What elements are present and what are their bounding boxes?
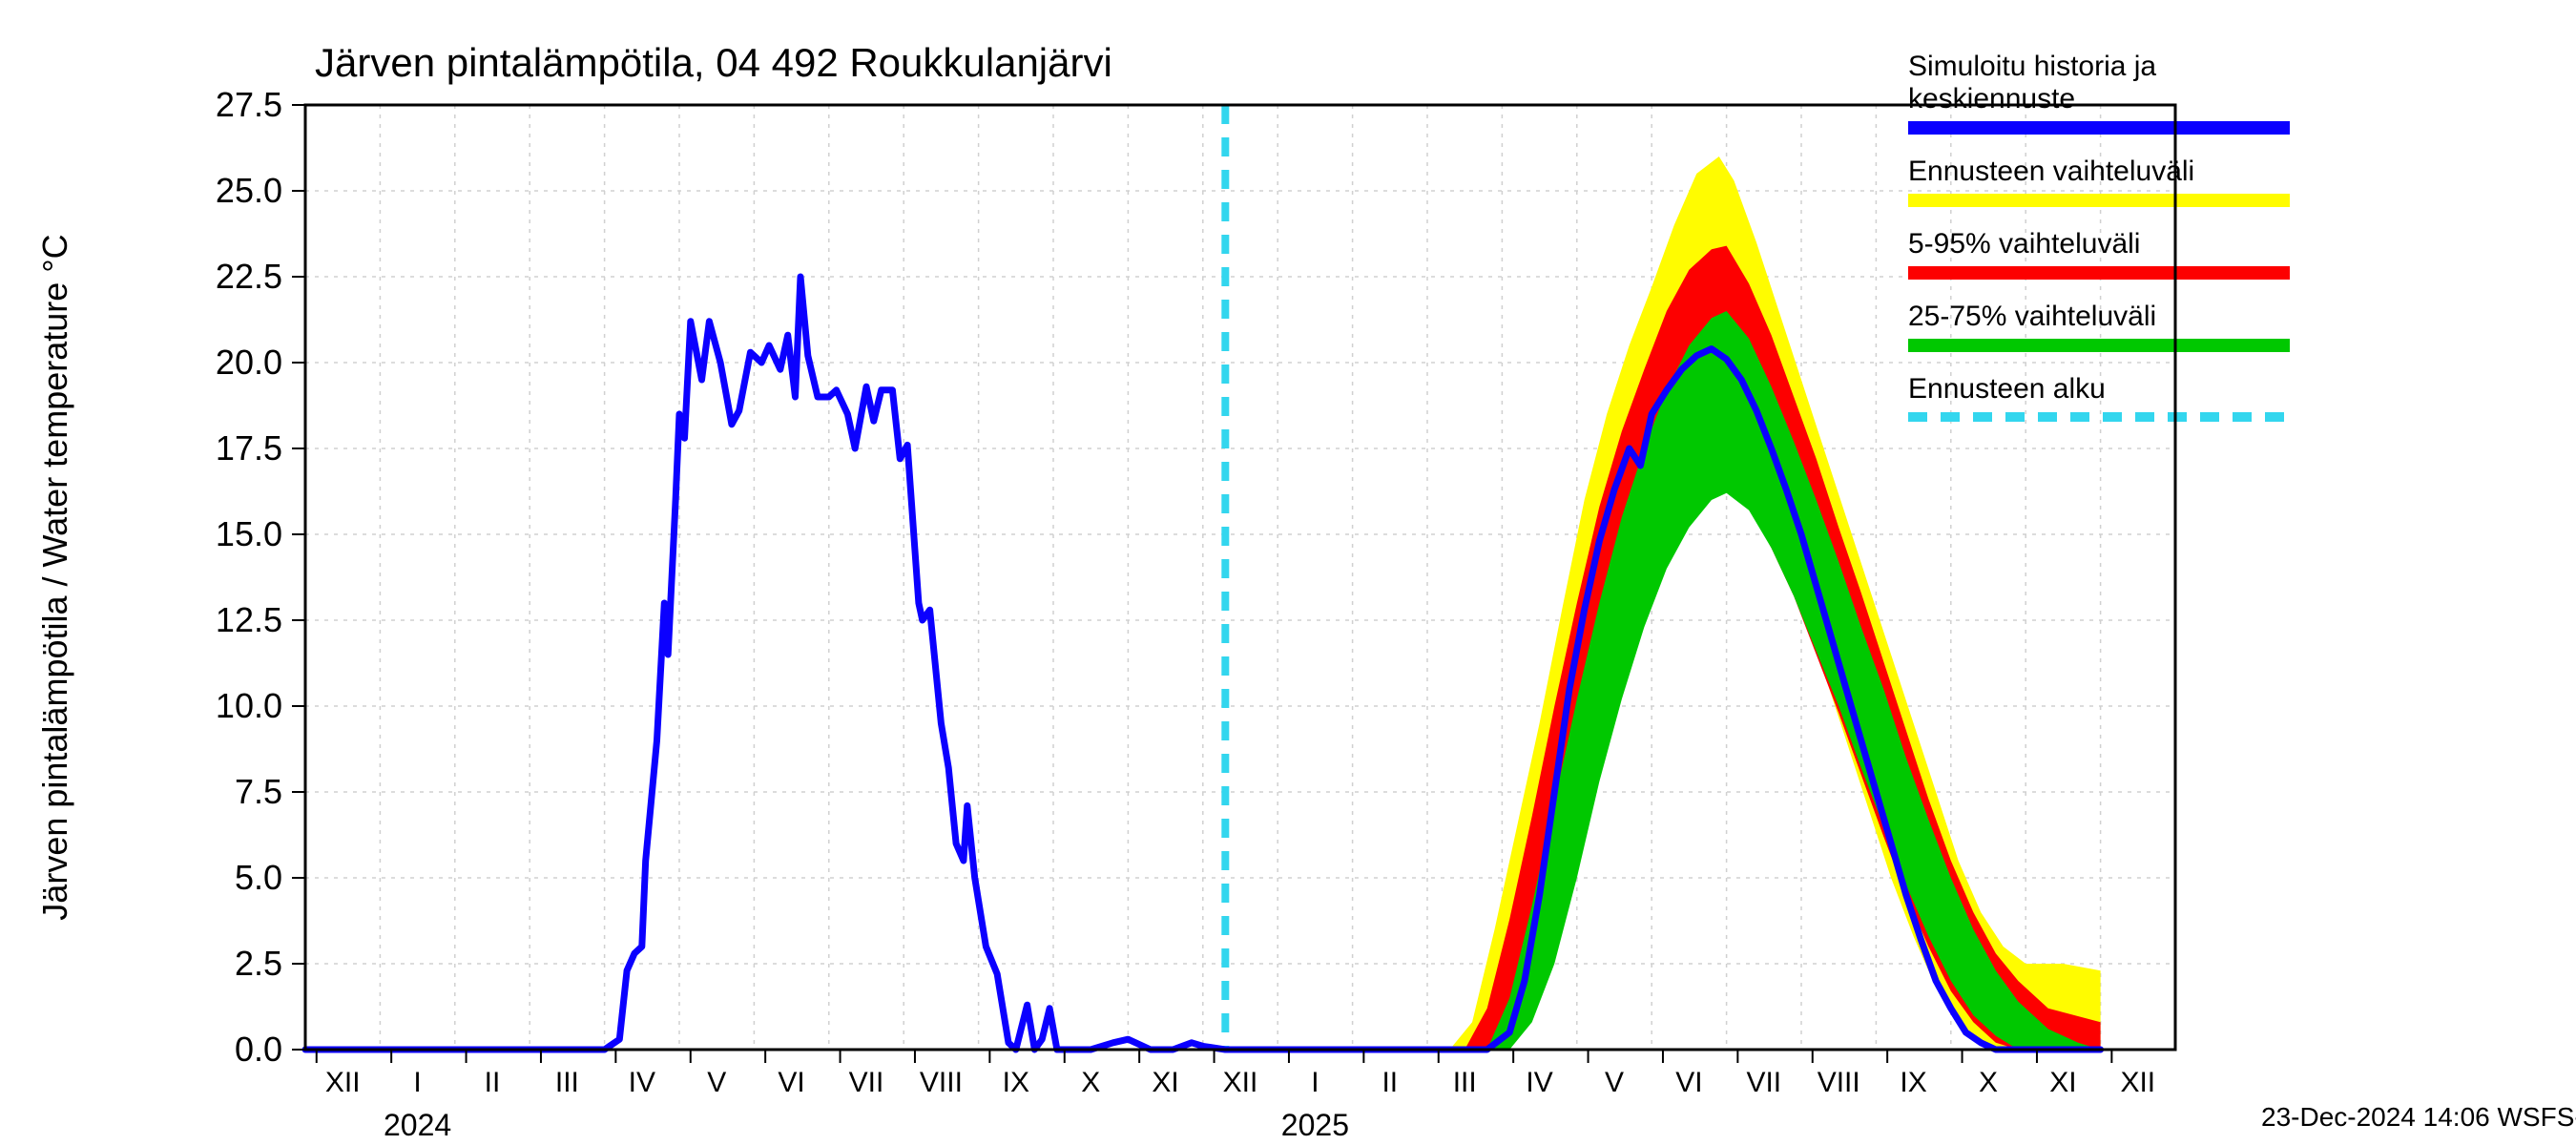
x-tick-label: V — [707, 1067, 726, 1098]
y-tick-label: 5.0 — [235, 858, 282, 897]
x-tick-label: III — [1453, 1067, 1477, 1098]
x-tick-label: IX — [1003, 1067, 1029, 1098]
y-tick-label: 20.0 — [216, 343, 282, 382]
y-tick-label: 7.5 — [235, 772, 282, 811]
x-tick-label: III — [555, 1067, 579, 1098]
x-tick-label: II — [1381, 1067, 1398, 1098]
legend-swatch — [1908, 121, 2290, 135]
x-tick-label: IV — [1526, 1067, 1552, 1098]
x-tick-label: VII — [1746, 1067, 1781, 1098]
y-tick-label: 25.0 — [216, 171, 282, 210]
x-tick-label: VIII — [1818, 1067, 1860, 1098]
x-tick-label: XII — [325, 1067, 361, 1098]
x-tick-label: XI — [2049, 1067, 2076, 1098]
y-tick-label: 2.5 — [235, 944, 282, 983]
x-tick-label: XII — [1223, 1067, 1258, 1098]
x-tick-label: X — [1979, 1067, 1998, 1098]
y-tick-label: 17.5 — [216, 428, 282, 468]
y-tick-label: 12.5 — [216, 600, 282, 639]
legend-label: keskiennuste — [1908, 83, 2075, 114]
x-tick-label: I — [413, 1067, 421, 1098]
chart-title: Järven pintalämpötila, 04 492 Roukkulanj… — [315, 40, 1112, 85]
water-temperature-chart: XIIIIIIIIIVVVIVIIVIIIIXXXIXIIIIIIIIIVVVI… — [0, 0, 2576, 1145]
x-tick-label: I — [1311, 1067, 1319, 1098]
x-year-label: 2025 — [1281, 1108, 1349, 1142]
legend-label: 5-95% vaihteluväli — [1908, 228, 2140, 260]
x-tick-label: VI — [778, 1067, 804, 1098]
x-tick-label: X — [1081, 1067, 1100, 1098]
y-tick-label: 0.0 — [235, 1030, 282, 1069]
y-tick-label: 27.5 — [216, 85, 282, 124]
legend-label: 25-75% vaihteluväli — [1908, 301, 2156, 332]
y-tick-label: 22.5 — [216, 257, 282, 296]
legend-label: Simuloitu historia ja — [1908, 51, 2156, 82]
timestamp-label: 23-Dec-2024 14:06 WSFS-O — [2261, 1102, 2576, 1132]
x-tick-label: V — [1605, 1067, 1624, 1098]
legend-label: Ennusteen vaihteluväli — [1908, 156, 2194, 187]
x-tick-label: VI — [1675, 1067, 1702, 1098]
legend-swatch — [1908, 194, 2290, 207]
x-tick-label: XII — [2120, 1067, 2155, 1098]
x-tick-label: VIII — [920, 1067, 963, 1098]
y-axis-label: Järven pintalämpötila / Water temperatur… — [35, 234, 74, 920]
x-year-label: 2024 — [384, 1108, 451, 1142]
x-tick-label: VII — [849, 1067, 884, 1098]
legend-swatch — [1908, 339, 2290, 352]
x-tick-label: XI — [1152, 1067, 1178, 1098]
legend-label: Ennusteen alku — [1908, 373, 2106, 405]
y-tick-label: 10.0 — [216, 686, 282, 725]
x-tick-label: IV — [629, 1067, 655, 1098]
x-tick-label: IX — [1900, 1067, 1926, 1098]
y-tick-label: 15.0 — [216, 514, 282, 553]
legend-swatch — [1908, 266, 2290, 280]
x-tick-label: II — [485, 1067, 501, 1098]
